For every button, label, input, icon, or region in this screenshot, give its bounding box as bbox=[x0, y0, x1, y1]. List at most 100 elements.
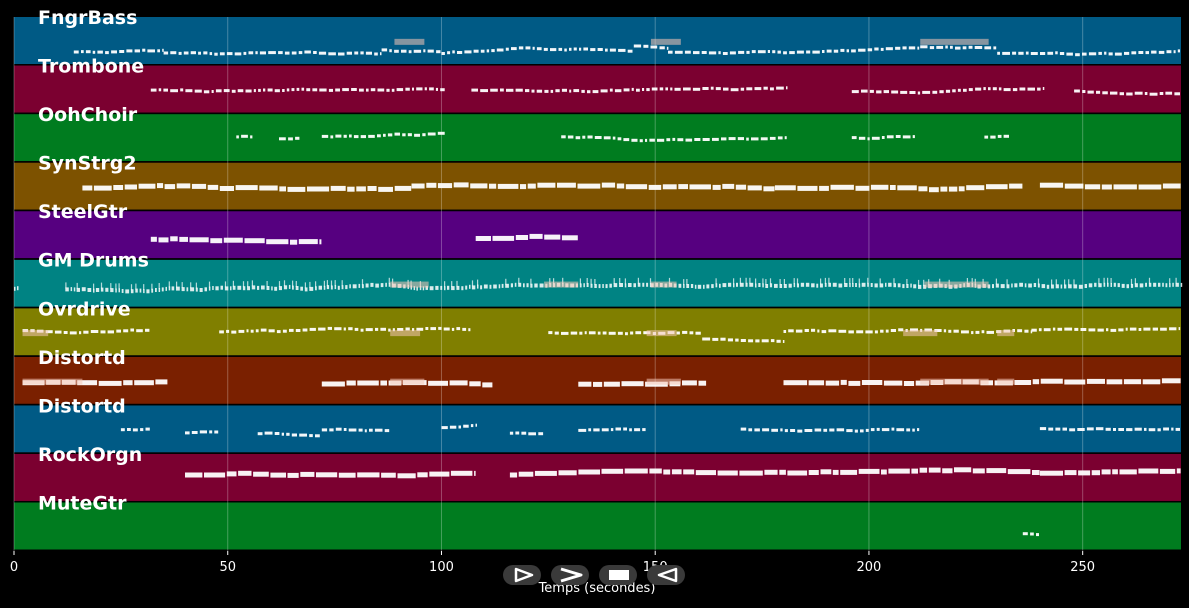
note bbox=[561, 135, 566, 139]
note bbox=[247, 286, 250, 291]
note bbox=[283, 280, 286, 287]
note bbox=[883, 90, 889, 94]
fast-forward-button[interactable] bbox=[551, 565, 589, 585]
play-button[interactable] bbox=[503, 565, 541, 585]
note bbox=[1165, 283, 1168, 288]
rewind-button[interactable] bbox=[647, 565, 685, 585]
note bbox=[761, 339, 769, 343]
note bbox=[209, 430, 213, 434]
note bbox=[1108, 52, 1113, 56]
note bbox=[284, 51, 290, 55]
note bbox=[671, 469, 682, 475]
note bbox=[330, 135, 334, 139]
note bbox=[215, 89, 222, 93]
note bbox=[954, 467, 972, 473]
note bbox=[738, 50, 745, 54]
note bbox=[282, 89, 285, 92]
note bbox=[237, 285, 242, 290]
note bbox=[110, 288, 114, 293]
note bbox=[1131, 51, 1137, 55]
note bbox=[751, 50, 756, 54]
note bbox=[870, 283, 873, 287]
note bbox=[264, 431, 273, 435]
note bbox=[427, 132, 436, 136]
note bbox=[715, 283, 718, 288]
note bbox=[1055, 51, 1058, 55]
note bbox=[779, 284, 783, 288]
note bbox=[1110, 283, 1112, 287]
note bbox=[440, 88, 445, 92]
note bbox=[909, 91, 916, 94]
note bbox=[1145, 51, 1149, 55]
note bbox=[844, 278, 846, 284]
note bbox=[1012, 88, 1018, 92]
note bbox=[755, 339, 760, 343]
note bbox=[1032, 379, 1040, 385]
note bbox=[287, 472, 299, 478]
note bbox=[477, 284, 479, 289]
note bbox=[93, 185, 112, 191]
note bbox=[1060, 284, 1063, 289]
note bbox=[163, 51, 169, 55]
note bbox=[558, 470, 577, 476]
note bbox=[509, 431, 514, 435]
note bbox=[107, 330, 114, 334]
note bbox=[929, 46, 935, 50]
track-notes bbox=[22, 378, 1181, 388]
note bbox=[934, 329, 942, 332]
note bbox=[426, 182, 437, 188]
note bbox=[1019, 87, 1026, 91]
note bbox=[319, 88, 327, 92]
note bbox=[796, 50, 804, 54]
note bbox=[437, 183, 453, 189]
note bbox=[458, 425, 461, 429]
note bbox=[191, 183, 207, 189]
stop-button[interactable] bbox=[599, 565, 637, 585]
note bbox=[261, 285, 265, 290]
note bbox=[471, 280, 474, 287]
note bbox=[727, 338, 733, 342]
note bbox=[708, 51, 717, 55]
note bbox=[888, 468, 910, 474]
note bbox=[609, 48, 616, 52]
note bbox=[224, 286, 229, 291]
note bbox=[1040, 52, 1046, 55]
note bbox=[1113, 282, 1116, 287]
note bbox=[380, 52, 382, 56]
note bbox=[158, 237, 169, 243]
note bbox=[829, 428, 835, 432]
note bbox=[45, 330, 53, 334]
highlight-note bbox=[544, 281, 579, 288]
note bbox=[300, 286, 303, 291]
note bbox=[670, 87, 673, 91]
note bbox=[891, 427, 895, 431]
note bbox=[380, 327, 386, 331]
note bbox=[754, 87, 762, 91]
note bbox=[712, 184, 721, 190]
note bbox=[505, 278, 507, 285]
note bbox=[923, 279, 925, 286]
note bbox=[685, 138, 693, 142]
note bbox=[518, 282, 522, 287]
note bbox=[579, 331, 583, 335]
note bbox=[441, 426, 448, 430]
note bbox=[1006, 284, 1010, 289]
note bbox=[195, 287, 198, 292]
note bbox=[710, 86, 714, 90]
note bbox=[988, 87, 991, 91]
note bbox=[105, 51, 109, 55]
note bbox=[208, 286, 211, 291]
note bbox=[1022, 532, 1028, 536]
track-notes bbox=[73, 38, 1180, 57]
note bbox=[475, 423, 477, 427]
note bbox=[360, 135, 366, 139]
note bbox=[800, 282, 805, 287]
note bbox=[1009, 183, 1023, 189]
track-name: OohChoir bbox=[38, 104, 138, 126]
note bbox=[274, 89, 280, 93]
note bbox=[820, 469, 832, 475]
note bbox=[65, 287, 69, 292]
note bbox=[672, 137, 676, 141]
note bbox=[860, 429, 864, 433]
note bbox=[511, 47, 517, 51]
